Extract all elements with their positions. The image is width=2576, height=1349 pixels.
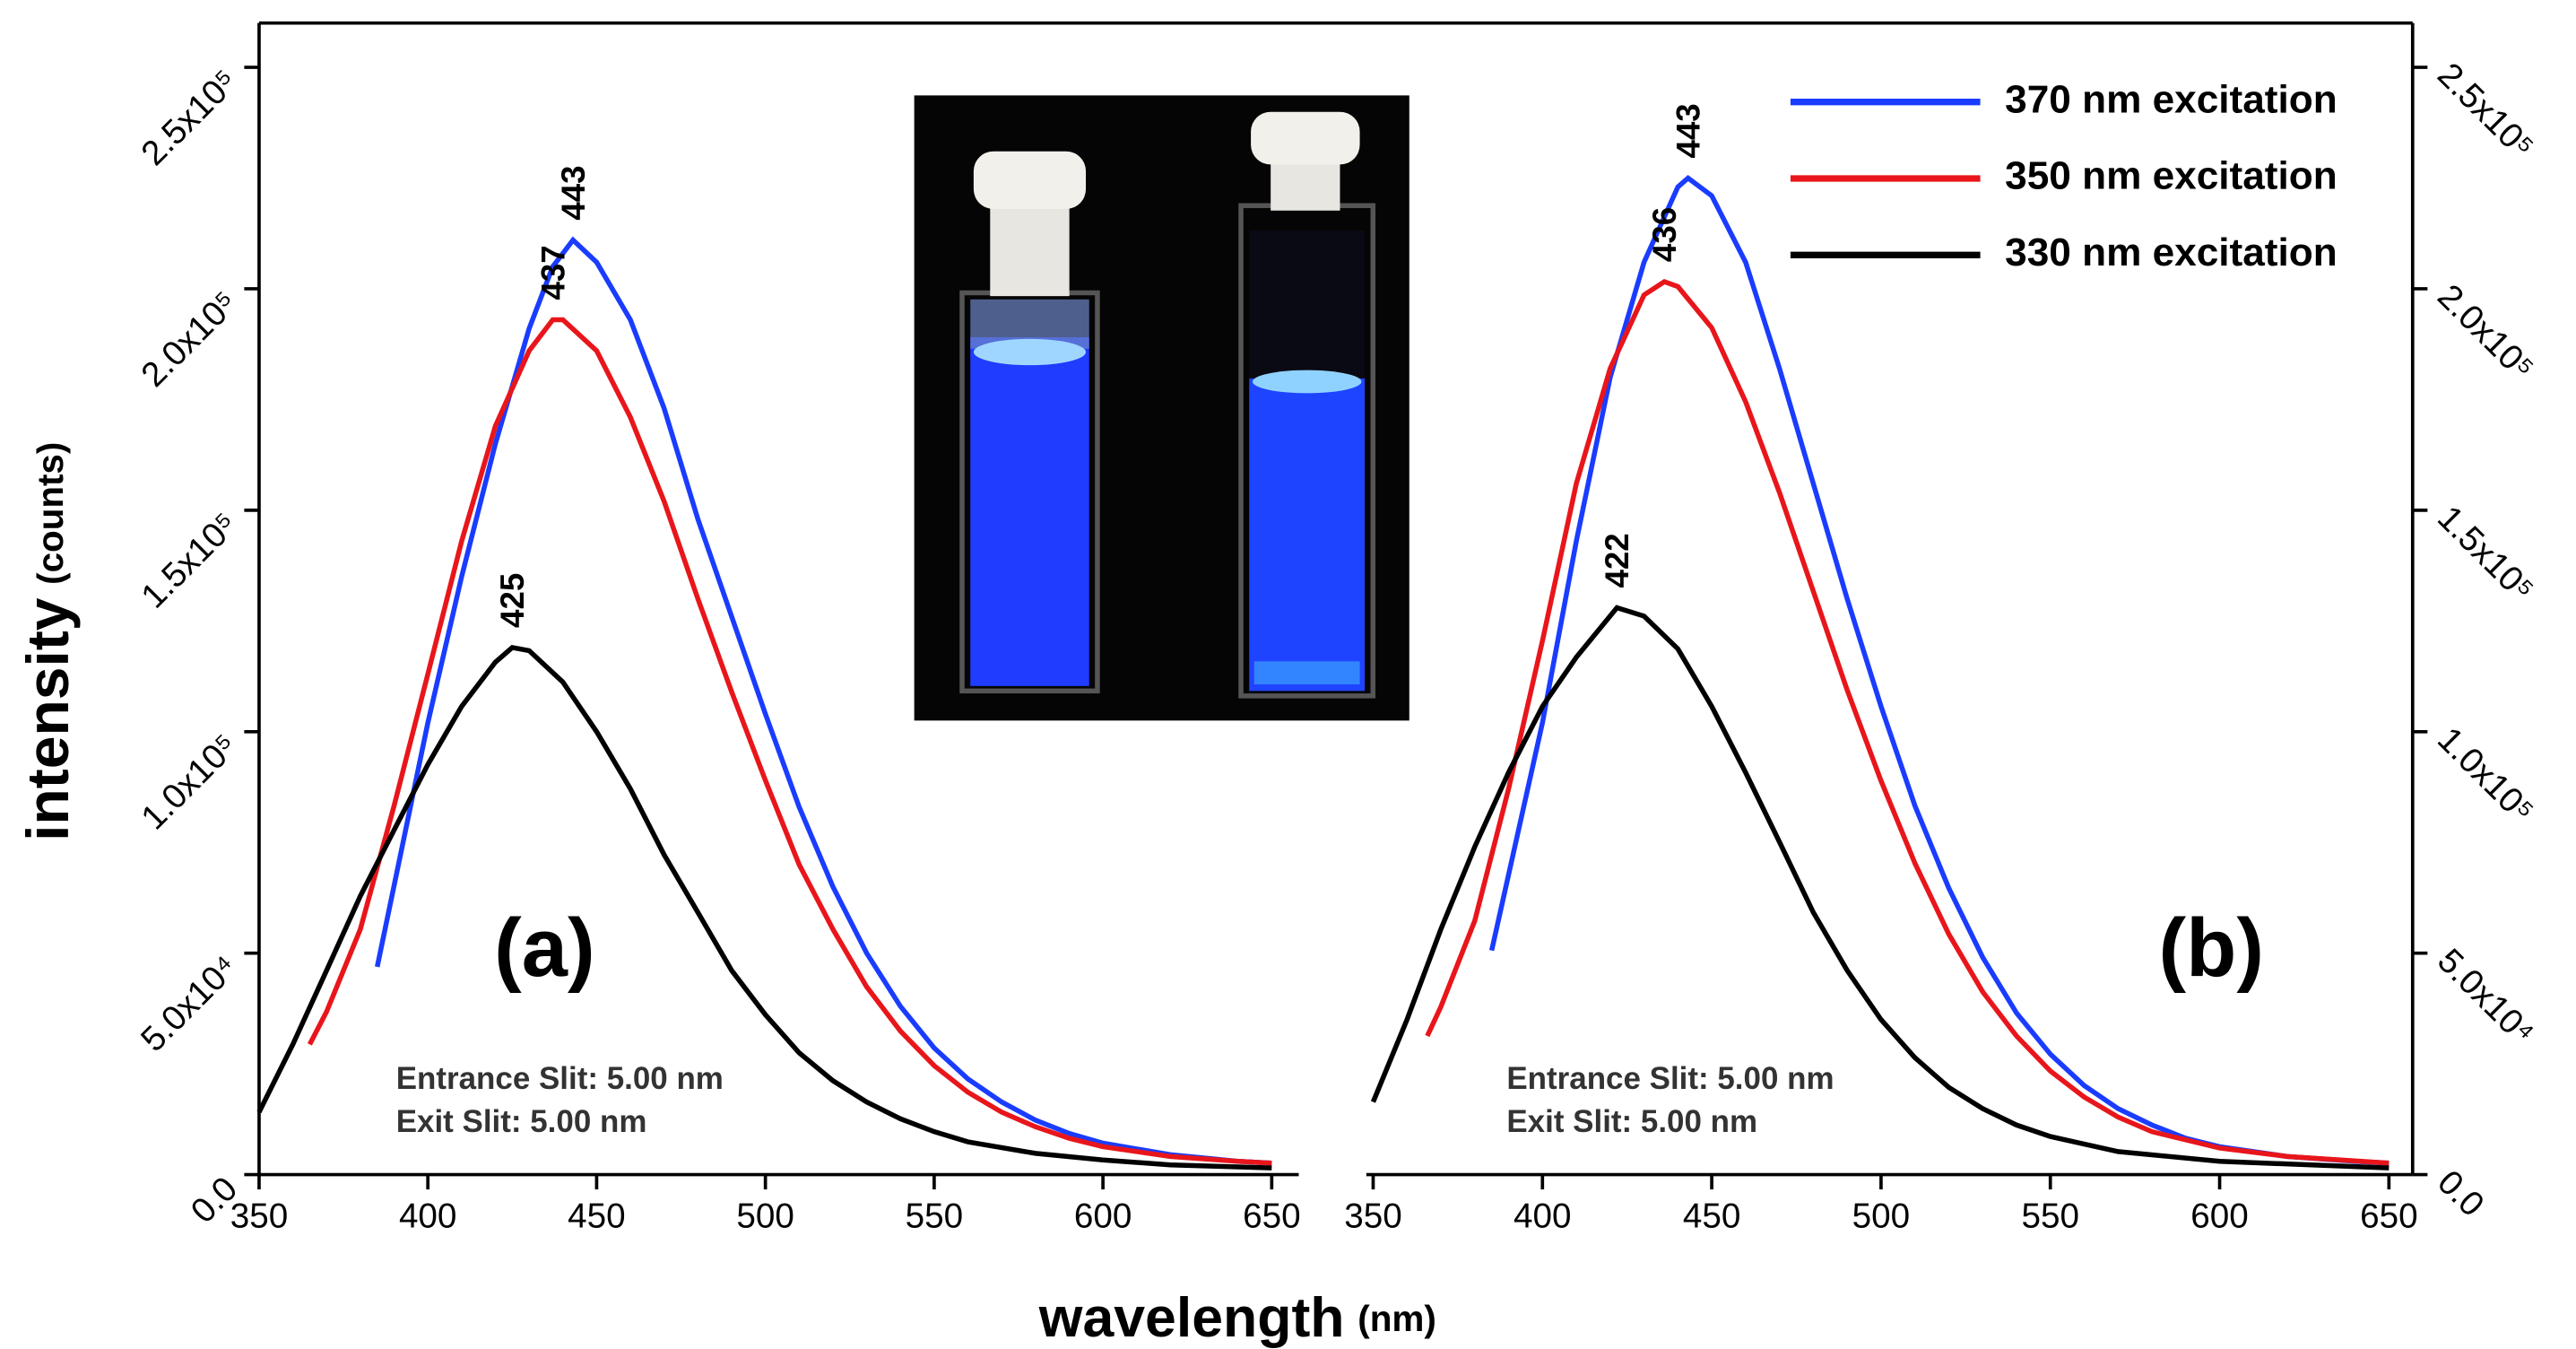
- x-tick-label: 350: [230, 1197, 288, 1235]
- spectrum-line: [1425, 279, 2390, 1166]
- spectrum-line: [1370, 605, 2390, 1171]
- x-tick-label: 550: [2021, 1197, 2078, 1235]
- peak-label: 437: [534, 245, 571, 300]
- y-tick-label: 0.0: [2430, 1163, 2491, 1224]
- inset-photo: [914, 95, 1409, 721]
- y-tick-label: 1.0x10⁵: [2430, 720, 2541, 831]
- y-axis-label: intensity (counts): [15, 442, 82, 841]
- legend-label: 330 nm excitation: [2005, 231, 2337, 274]
- spectrum-line: [307, 317, 1272, 1166]
- y-tick-label: 1.5x10⁵: [2430, 499, 2541, 609]
- peak-label: 425: [494, 573, 531, 628]
- x-tick-label: 600: [1074, 1197, 1132, 1235]
- panel-label: (a): [494, 902, 594, 994]
- x-tick-label: 400: [1514, 1197, 1571, 1235]
- y-label-unit: (counts): [30, 442, 71, 585]
- x-tick-label: 450: [568, 1197, 625, 1235]
- x-label-main: wavelength: [1038, 1285, 1345, 1348]
- y-tick-label: 5.0x10⁴: [134, 948, 245, 1059]
- x-tick-label: 650: [2360, 1197, 2417, 1235]
- y-tick-label: 5.0x10⁴: [2430, 942, 2541, 1053]
- y-tick-label: 2.0x10⁵: [134, 283, 245, 394]
- peak-label: 443: [555, 165, 592, 220]
- x-tick-label: 350: [1344, 1197, 1401, 1235]
- legend-label: 350 nm excitation: [2005, 154, 2337, 198]
- y-tick-label: 1.5x10⁵: [134, 505, 245, 615]
- y-tick-label: 2.5x10⁵: [2430, 56, 2541, 166]
- y-tick-label: 2.0x10⁵: [2430, 277, 2541, 387]
- x-label-unit: (nm): [1357, 1298, 1436, 1339]
- x-tick-label: 450: [1683, 1197, 1740, 1235]
- panel-label: (b): [2159, 902, 2264, 994]
- y-label-main: intensity: [15, 597, 82, 841]
- spectrum-line: [256, 645, 1272, 1171]
- peak-label: 436: [1646, 207, 1683, 262]
- slit-note: Exit Slit: 5.00 nm: [1506, 1104, 1757, 1139]
- x-tick-label: 500: [1852, 1197, 1910, 1235]
- peak-label: 443: [1670, 103, 1706, 158]
- x-tick-label: 400: [399, 1197, 456, 1235]
- spectrum-line: [1488, 174, 2390, 1166]
- slit-note: Entrance Slit: 5.00 nm: [1506, 1061, 1834, 1096]
- spectrum-line: [375, 236, 1272, 1166]
- slit-note: Exit Slit: 5.00 nm: [396, 1104, 647, 1139]
- peak-label: 422: [1599, 533, 1635, 587]
- x-axis-label: wavelength (nm): [1038, 1285, 1436, 1348]
- x-tick-label: 600: [2190, 1197, 2248, 1235]
- y-tick-label: 1.0x10⁵: [134, 727, 245, 837]
- slit-note: Entrance Slit: 5.00 nm: [396, 1061, 724, 1096]
- x-tick-label: 550: [906, 1197, 963, 1235]
- x-tick-label: 500: [736, 1197, 794, 1235]
- legend-label: 370 nm excitation: [2005, 77, 2337, 121]
- x-tick-label: 650: [1243, 1197, 1300, 1235]
- y-tick-label: 2.5x10⁵: [134, 62, 245, 172]
